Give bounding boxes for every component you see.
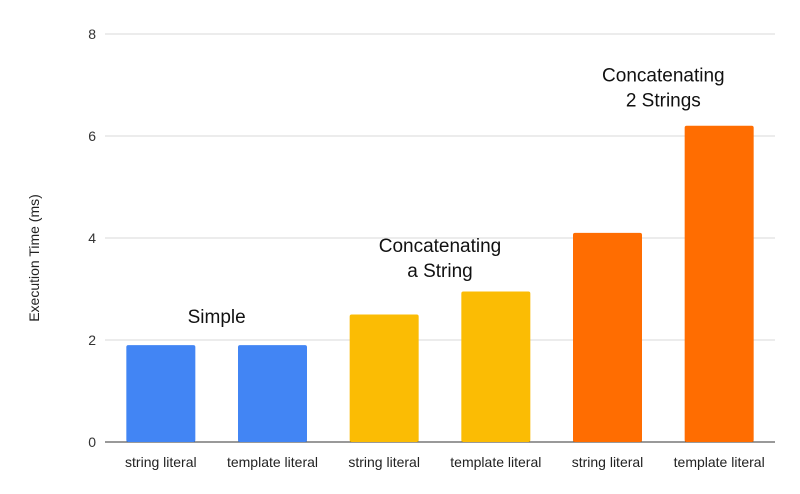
- y-axis-title: Execution Time (ms): [26, 194, 42, 322]
- bar: [461, 291, 531, 442]
- y-tick-label: 0: [88, 434, 96, 450]
- x-category-label: template literal: [227, 454, 318, 470]
- bars: [126, 125, 754, 443]
- annotations: Simple Concatenating a String Concatenating…: [188, 65, 725, 328]
- y-tick-label: 8: [88, 26, 96, 42]
- bar: [238, 345, 307, 442]
- x-category-label: string literal: [572, 454, 644, 470]
- x-category-label: string literal: [348, 454, 420, 470]
- x-axis-labels: string literal template literal string lit…: [125, 454, 765, 470]
- group-annotation: a String: [407, 261, 472, 282]
- x-category-label: string literal: [125, 454, 197, 470]
- bar: [126, 345, 196, 442]
- group-annotation: Concatenating: [602, 65, 725, 86]
- group-annotation: Simple: [188, 307, 246, 328]
- group-annotation: Concatenating: [379, 236, 502, 257]
- group-annotation: 2 Strings: [626, 90, 701, 111]
- gridlines: [105, 33, 775, 443]
- bar: [349, 314, 419, 442]
- x-category-label: template literal: [674, 454, 765, 470]
- bar: [573, 232, 642, 442]
- y-tick-label: 6: [88, 128, 96, 144]
- y-axis-ticks: 0 2 4 6 8: [88, 26, 96, 450]
- bar: [684, 125, 754, 443]
- x-category-label: template literal: [450, 454, 541, 470]
- y-tick-label: 2: [88, 332, 96, 348]
- y-tick-label: 4: [88, 230, 96, 246]
